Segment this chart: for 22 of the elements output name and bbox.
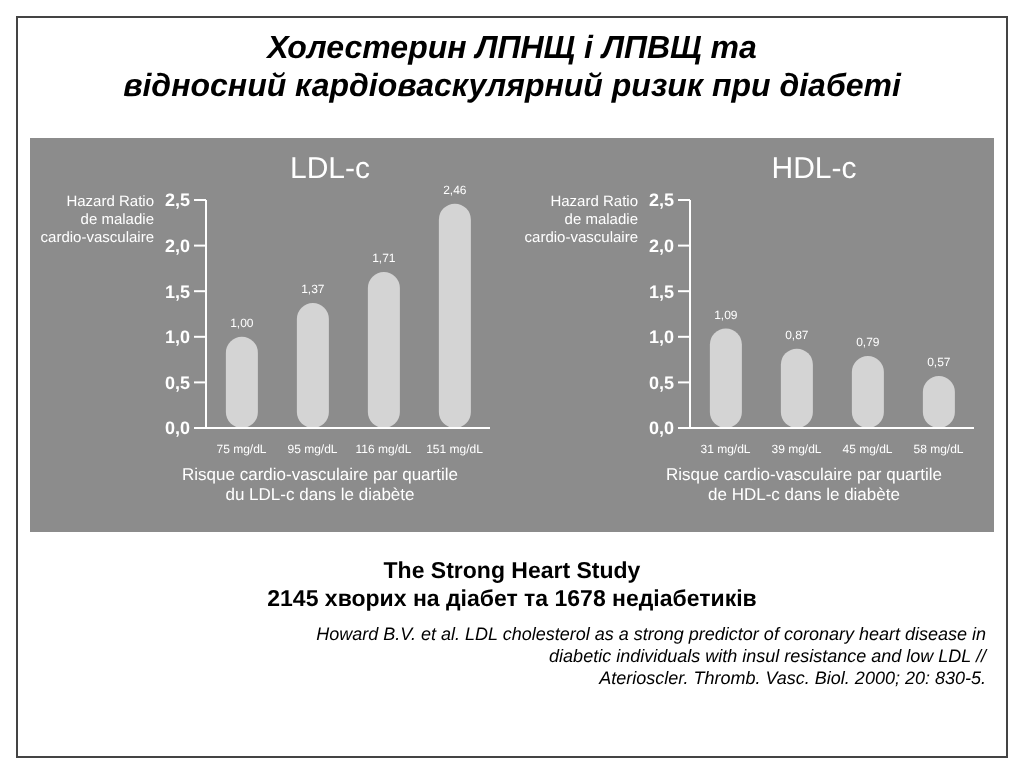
y-tick-label: 0,5 xyxy=(164,372,190,393)
chart-subtitle: LDL-c xyxy=(287,152,372,186)
text: Howard B.V. et al. LDL cholesterol as a strong predictor of coronary heart disease in diabetic individuals with insul resistance and low LDL // Aterioscler. Thromb. Vasc. Biol. 2000; 20: 830-5. xyxy=(314,624,986,690)
bar xyxy=(367,272,400,428)
y-tick-label: 1,0 xyxy=(648,327,674,348)
x-axis-title: Risque cardio-vasculaire par quartile de HDL-c dans le diabète xyxy=(664,464,944,504)
y-tick-label: 2,0 xyxy=(648,235,674,256)
y-tick-label: 1,5 xyxy=(648,281,674,302)
y-tick-label: 2,5 xyxy=(164,190,190,211)
y-tick-label: 1,0 xyxy=(164,327,190,348)
y-tick-label: 0,5 xyxy=(648,372,674,393)
bar xyxy=(296,303,329,428)
chart-subtitle: HDL-c xyxy=(769,152,859,186)
y-tick-label: 0,0 xyxy=(648,418,674,439)
x-axis-title: Risque cardio-vasculaire par quartile du LDL-c dans le diabète xyxy=(180,464,460,504)
bar xyxy=(438,203,471,428)
text: The Strong Heart Study 2145 хворих на діабет та 1678 недіабетиків xyxy=(265,558,759,614)
y-tick-label: 0,0 xyxy=(164,418,190,439)
y-tick-label: 2,5 xyxy=(648,190,674,211)
y-tick-label: 1,5 xyxy=(164,281,190,302)
chart-title: Холестерин ЛПНЩ і ЛПВЩ та відносний кардіоваскулярний ризик при діабеті xyxy=(121,30,904,106)
y-tick-label: 2,0 xyxy=(164,235,190,256)
